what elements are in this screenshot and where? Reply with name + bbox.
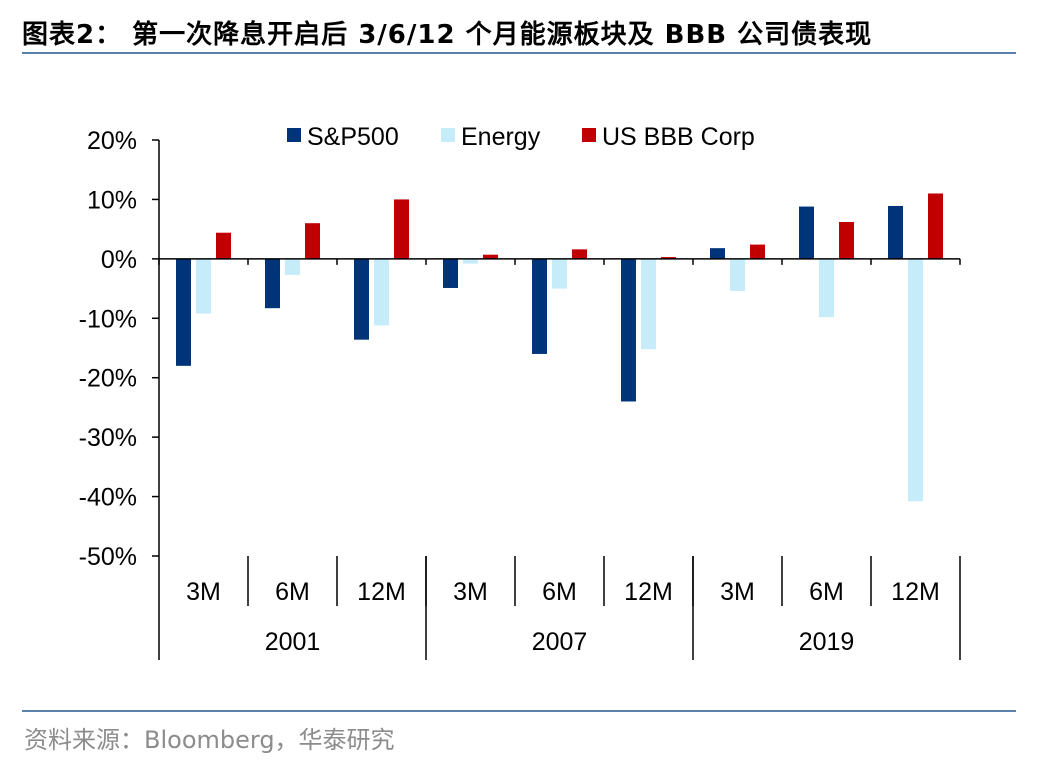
legend-label: Energy — [461, 123, 541, 151]
bar-0-1 — [265, 258, 280, 309]
chart-title: 图表2： 第一次降息开启后 3/6/12 个月能源板块及 BBB 公司债表现 — [22, 20, 873, 50]
bar-2-8 — [928, 193, 943, 259]
category-label: 6M — [542, 578, 577, 606]
bar-1-6 — [730, 258, 745, 291]
y-tick-label: 10% — [87, 186, 137, 214]
bar-2-4 — [572, 249, 587, 259]
y-tick-label: -30% — [79, 424, 137, 452]
bar-0-8 — [888, 205, 903, 259]
y-axis: 20% 10% 0% -10% -20% -30% -40% -50% — [79, 127, 160, 571]
bar-2-0 — [216, 232, 231, 259]
group-label: 2019 — [799, 628, 855, 656]
bar-0-6 — [710, 248, 725, 259]
bar-0-3 — [443, 258, 458, 288]
source-note: 资料来源：Bloomberg，华泰研究 — [24, 726, 395, 754]
legend-swatch — [582, 128, 596, 142]
bar-1-7 — [819, 258, 834, 318]
header-divider — [22, 52, 1016, 54]
y-tick-label: -10% — [79, 305, 137, 333]
bar-2-2 — [394, 199, 409, 259]
bar-0-7 — [799, 206, 814, 259]
bar-2-1 — [305, 223, 320, 259]
category-label: 3M — [453, 578, 488, 606]
x-axis: 3M 6M 12M 3M 6M 12M 3M 6M 12M 2001 2007 2019 — [158, 258, 961, 660]
y-tick-label: -50% — [79, 543, 137, 571]
bar-1-8 — [908, 258, 923, 502]
legend-label: S&P500 — [307, 123, 399, 151]
group-label: 2001 — [265, 628, 321, 656]
bar-chart: 20% 10% 0% -10% -20% -30% -40% -50% 3M 6M 12M 3M 6M… — [79, 123, 961, 660]
bar-1-2 — [374, 258, 389, 326]
bar-2-5 — [661, 257, 676, 259]
bar-1-0 — [196, 258, 211, 314]
category-label: 12M — [891, 578, 940, 606]
bar-2-3 — [483, 254, 498, 259]
y-tick-label: -20% — [79, 365, 137, 393]
bar-1-3 — [463, 258, 478, 264]
y-tick-label: -40% — [79, 484, 137, 512]
legend-swatch — [441, 128, 455, 142]
legend-swatch — [287, 128, 301, 142]
bar-1-5 — [641, 258, 656, 350]
bar-0-2 — [354, 258, 369, 340]
category-label: 12M — [624, 578, 673, 606]
bar-2-7 — [839, 222, 854, 259]
footer-divider — [22, 710, 1016, 712]
group-label: 2007 — [532, 628, 588, 656]
legend-label: US BBB Corp — [602, 123, 755, 151]
y-tick-label: 20% — [87, 127, 137, 155]
legend: S&P500 Energy US BBB Corp — [287, 123, 755, 151]
bar-0-4 — [532, 258, 547, 354]
bars — [176, 193, 943, 502]
bar-0-0 — [176, 258, 191, 366]
y-tick-label: 0% — [101, 246, 137, 274]
category-label: 3M — [720, 578, 755, 606]
category-label: 6M — [809, 578, 844, 606]
bar-1-1 — [285, 258, 300, 275]
bar-0-5 — [621, 258, 636, 402]
category-label: 12M — [357, 578, 406, 606]
category-label: 6M — [275, 578, 310, 606]
bar-1-4 — [552, 258, 567, 289]
bar-2-6 — [750, 244, 765, 259]
category-label: 3M — [186, 578, 221, 606]
